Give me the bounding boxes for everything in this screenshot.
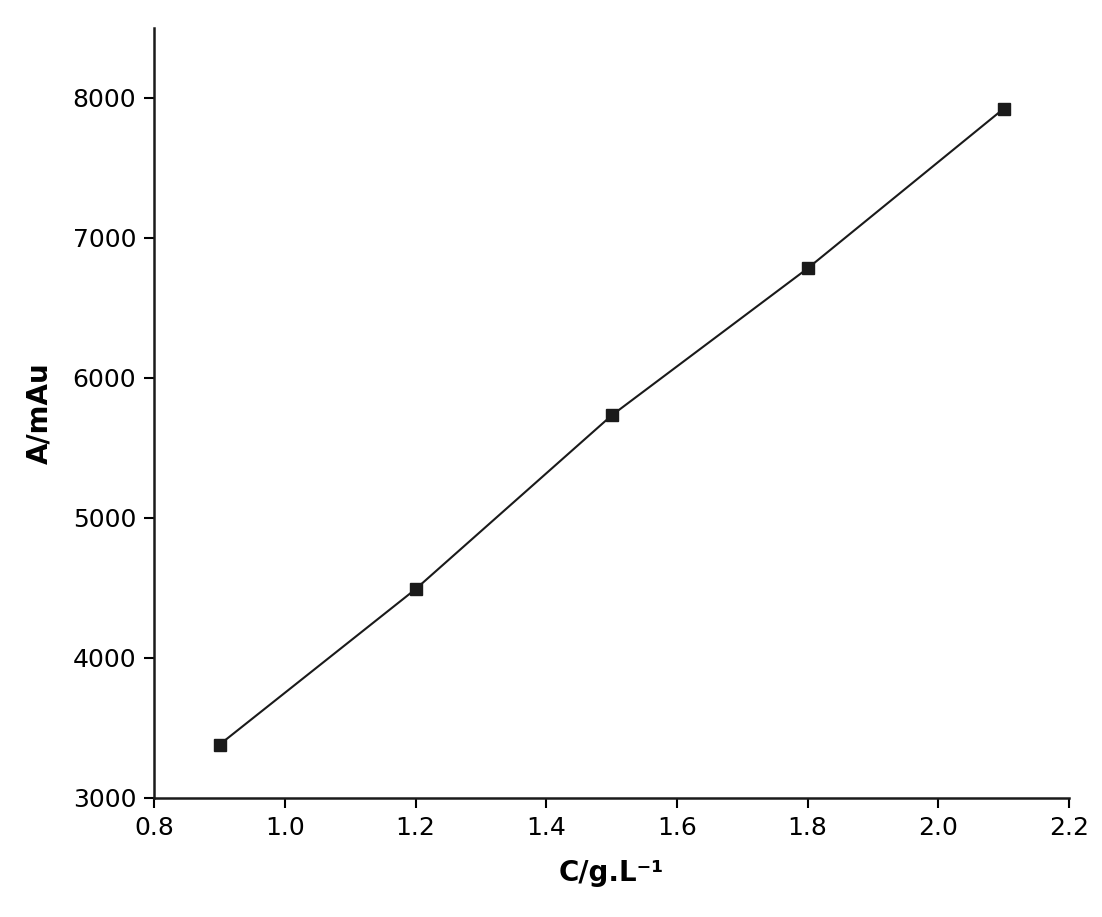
- X-axis label: C/g.L⁻¹: C/g.L⁻¹: [559, 859, 665, 888]
- Y-axis label: A/mAu: A/mAu: [25, 362, 53, 463]
